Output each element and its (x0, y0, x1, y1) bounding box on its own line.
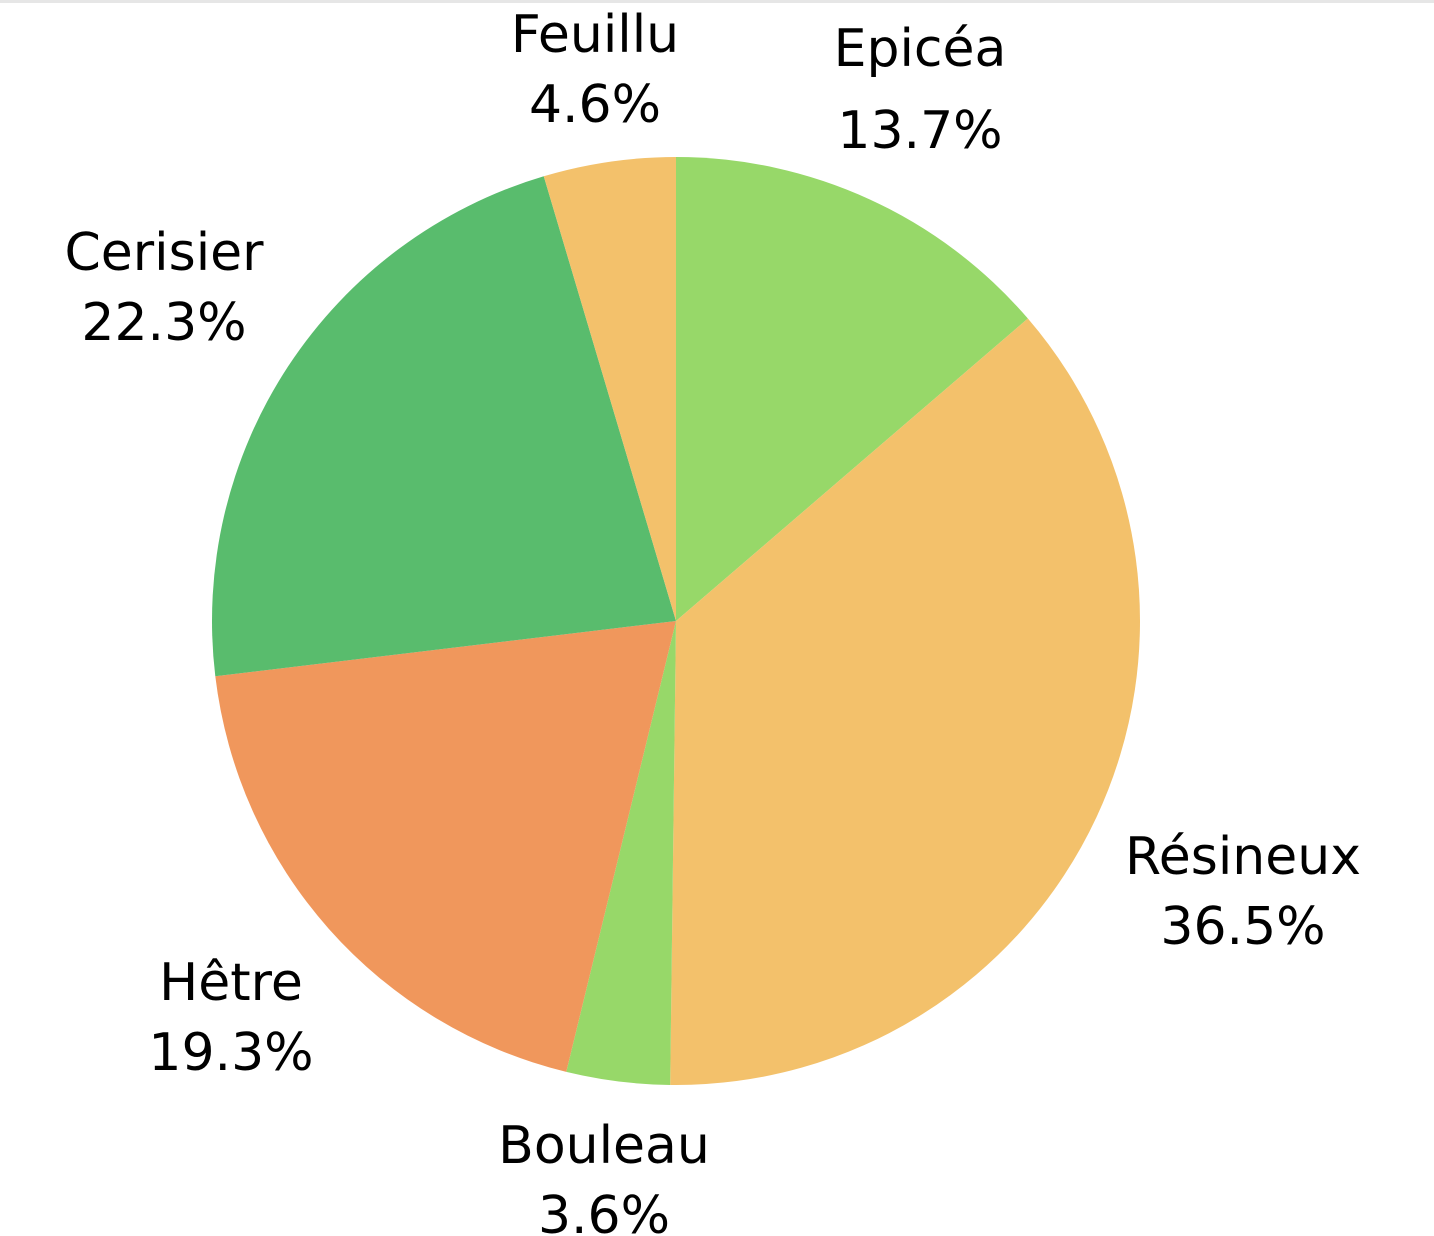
top-divider (0, 0, 1434, 3)
slice-percent-label: 13.7% (837, 101, 1002, 161)
slice-name-label: Epicéa (834, 19, 1007, 79)
slice-percent-label: 36.5% (1160, 897, 1325, 957)
slice-percent-label: 22.3% (81, 293, 246, 353)
pie-slice-feuillu (543, 157, 676, 621)
slice-name-label: Cerisier (64, 223, 264, 283)
pie-slice-cerisier (211, 176, 677, 677)
slice-name-label: Feuillu (511, 5, 679, 65)
pie-slice-résineux (670, 318, 1140, 1085)
slice-percent-label: 3.6% (538, 1186, 670, 1236)
pie-slice-bouleau (566, 621, 676, 1085)
slice-name-label: Bouleau (498, 1116, 710, 1176)
pie-slices (211, 157, 1140, 1085)
slice-name-label: Résineux (1125, 827, 1361, 887)
pie-labels: Epicéa 13.7% Résineux 36.5% Bouleau 3.6% Hêtre… (64, 5, 1361, 1236)
slice-name-label: Hêtre (159, 953, 303, 1013)
slice-percent-label: 19.3% (148, 1023, 313, 1083)
slice-percent-label: 4.6% (529, 75, 661, 135)
pie-slice-hêtre (215, 621, 677, 1072)
pie-slice-epicéa (676, 157, 1028, 621)
